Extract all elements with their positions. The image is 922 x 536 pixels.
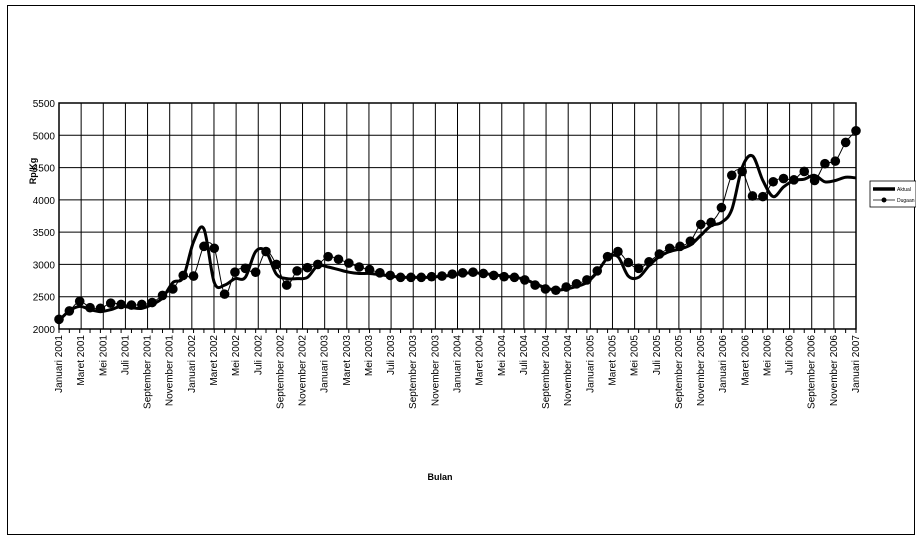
series-dugaan-point: [633, 263, 644, 274]
x-tick-label: Mei 2005: [630, 335, 641, 377]
y-axis-ticks: 2000 2500 3000 3500 4000 4500 5000 5500: [33, 99, 56, 336]
x-tick-label: September 2002: [275, 335, 286, 409]
x-tick-label: November 2005: [696, 335, 707, 407]
x-tick-label: Januari 2005: [585, 335, 596, 393]
x-tick-label: Mei 2006: [762, 335, 773, 377]
legend-dugaan-label: Dugaan: [897, 198, 915, 204]
series-dugaan-point: [768, 176, 778, 187]
x-tick-label: November 2006: [829, 335, 840, 407]
x-axis-label: Bulan: [427, 472, 452, 482]
series-dugaan-point: [250, 267, 261, 277]
series-dugaan-point: [281, 280, 292, 290]
x-tick-label: Januari 2004: [453, 335, 464, 393]
x-tick-label: September 2006: [807, 335, 818, 409]
x-tick-label: November 2002: [298, 335, 309, 407]
x-tick-label: September 2005: [674, 335, 685, 409]
x-axis-ticks: Januari 2001 Maret 2001 Mei 2001 Juli 2001 S…: [54, 329, 862, 409]
series-layer: [54, 125, 861, 325]
x-tick-label: Januari 2001: [54, 335, 65, 393]
series-dugaan-point: [230, 267, 240, 277]
y-tick-label: 4500: [33, 164, 56, 175]
y-tick-label: 3000: [33, 260, 56, 271]
x-tick-label: November 2003: [430, 335, 441, 407]
series-aktual-line: [57, 153, 857, 322]
series-dugaan-point: [323, 251, 333, 262]
series-dugaan-point: [354, 262, 364, 272]
x-tick-label: Maret 2006: [740, 335, 751, 386]
series-dugaan-point: [209, 243, 220, 254]
x-tick-label: Maret 2002: [209, 335, 220, 386]
series-dugaan-point: [695, 219, 706, 230]
series-dugaan-point: [778, 173, 789, 184]
x-tick-label: Mei 2001: [98, 335, 109, 377]
series-dugaan-point: [758, 191, 768, 202]
axes: [58, 102, 857, 330]
legend-dugaan-marker: [881, 197, 887, 203]
x-tick-label: Juli 2002: [253, 335, 264, 375]
series-dugaan-point: [219, 289, 230, 299]
series-dugaan-point: [799, 166, 810, 177]
x-tick-label: Januari 2003: [320, 335, 331, 393]
x-tick-label: Juli 2004: [519, 335, 530, 375]
y-tick-label: 3500: [33, 228, 56, 239]
x-tick-label: Maret 2001: [76, 335, 87, 386]
x-tick-label: September 2004: [541, 335, 552, 409]
x-tick-label: Juli 2006: [785, 335, 796, 375]
y-tick-label: 5500: [33, 99, 56, 110]
x-tick-label: Juli 2003: [386, 335, 397, 375]
x-tick-label: Maret 2003: [342, 335, 353, 386]
series-dugaan-point: [840, 137, 851, 148]
y-axis-label: Rp/Kg: [28, 158, 38, 185]
series-dugaan-point: [726, 170, 737, 181]
y-tick-label: 4000: [33, 196, 56, 207]
x-tick-label: Mei 2004: [497, 335, 508, 377]
series-dugaan-point: [830, 156, 841, 166]
series-dugaan-point: [105, 298, 116, 308]
series-dugaan-point: [302, 262, 313, 273]
chart-frame: 2000 2500 3000 3500 4000 4500 5000 5500 Januari…: [7, 5, 916, 535]
series-dugaan-point: [344, 258, 354, 268]
series-dugaan-point: [851, 125, 861, 136]
x-tick-label: November 2001: [165, 335, 176, 407]
y-tick-label: 2000: [33, 325, 56, 336]
line-chart: 2000 2500 3000 3500 4000 4500 5000 5500 Januari…: [28, 99, 916, 482]
y-tick-label: 2500: [33, 293, 56, 304]
x-tick-label: Juli 2001: [120, 335, 131, 375]
series-dugaan-point: [820, 158, 830, 169]
x-tick-label: Mei 2002: [231, 335, 242, 377]
series-dugaan-point: [623, 257, 634, 268]
plot-area-border: [58, 102, 857, 330]
x-tick-label: Januari 2007: [851, 335, 862, 393]
series-dugaan-point: [74, 296, 85, 307]
series-dugaan-point: [716, 202, 727, 213]
legend: Aktual Dugaan: [869, 180, 916, 208]
x-tick-label: November 2004: [563, 335, 574, 407]
legend-box: [869, 180, 916, 208]
x-tick-label: Januari 2002: [187, 335, 198, 393]
x-tick-label: Juli 2005: [652, 335, 663, 375]
series-dugaan-point: [747, 191, 758, 201]
x-tick-label: Maret 2004: [475, 335, 486, 386]
series-dugaan-point: [292, 266, 302, 276]
grid-lines: [58, 102, 857, 330]
y-tick-label: 5000: [33, 131, 56, 142]
x-tick-label: Januari 2006: [718, 335, 729, 393]
x-tick-label: September 2001: [143, 335, 154, 409]
legend-aktual-label: Aktual: [897, 187, 911, 193]
series-dugaan-point: [333, 254, 344, 265]
x-tick-label: Mei 2003: [364, 335, 375, 377]
x-tick-label: Maret 2005: [607, 335, 618, 386]
x-tick-label: September 2003: [408, 335, 419, 409]
series-dugaan-point: [188, 271, 199, 281]
